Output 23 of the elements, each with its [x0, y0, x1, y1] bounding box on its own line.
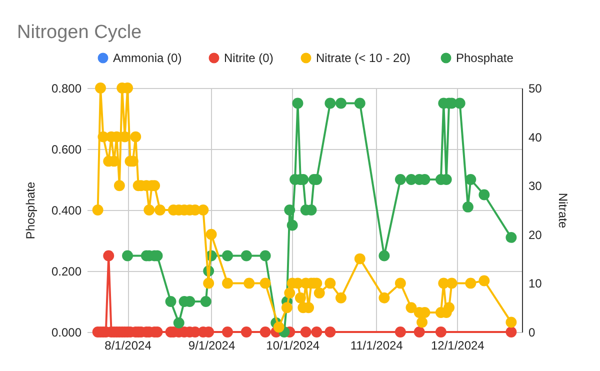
y2-tick-label: 20: [528, 228, 542, 242]
y-tick-label: 0.400: [51, 204, 82, 218]
y-tick-label: 0.000: [51, 326, 82, 340]
y-tick-label: 0.200: [51, 264, 82, 278]
y-axis-title: Phosphate: [23, 181, 38, 240]
y2-tick-label: 0: [528, 326, 536, 340]
y2-tick-label: 50: [528, 82, 542, 96]
legend-label: Ammonia (0): [113, 51, 182, 65]
x-tick-label: 11/1/2024: [350, 338, 404, 352]
x-tick-label: 12/1/2024: [430, 338, 485, 352]
y2-tick-label: 10: [528, 276, 542, 291]
y-tick-label: 0.800: [51, 82, 82, 96]
y2-tick-label: 30: [528, 179, 542, 194]
y2-axis-title: Nitrate: [556, 192, 570, 228]
chart-title: Nitrogen Cycle: [17, 22, 142, 43]
legend-label: Nitrite (0): [224, 51, 274, 65]
x-tick-label: 8/1/2024: [104, 338, 152, 352]
legend-label: Phosphate: [456, 51, 514, 65]
legend-label: Nitrate (< 10 - 20): [316, 51, 410, 65]
x-tick-label: 10/1/2024: [266, 338, 320, 352]
x-tick-label: 9/1/2024: [188, 338, 236, 352]
y-tick-label: 0.600: [51, 142, 82, 156]
y2-tick-label: 40: [528, 130, 542, 144]
